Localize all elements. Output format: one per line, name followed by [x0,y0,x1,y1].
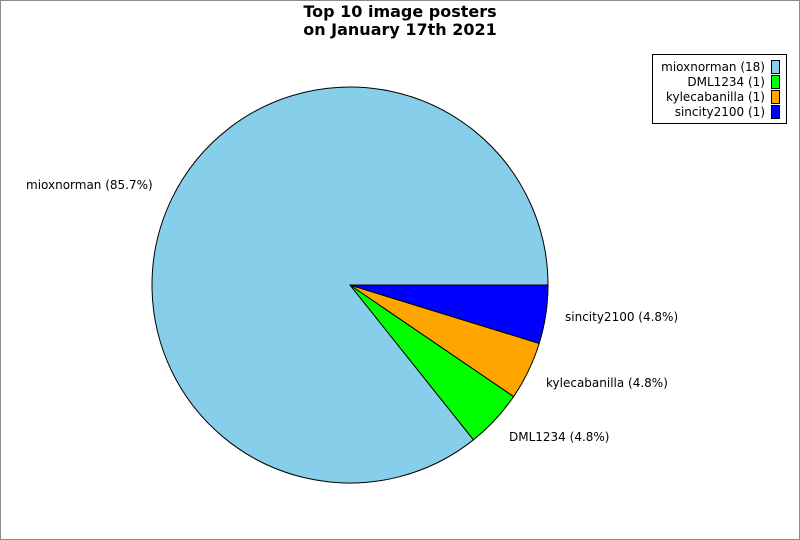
legend-item-sincity2100: sincity2100 (1) [675,105,780,119]
slice-label-sincity2100: sincity2100 (4.8%) [565,310,678,324]
legend-swatch [771,75,780,89]
legend: mioxnorman (18) DML1234 (1) kylecabanilla … [652,54,787,124]
legend-swatch [771,105,780,119]
pie-slice-sincity2100 [349,284,549,344]
legend-item-kylecabanilla: kylecabanilla (1) [666,90,780,104]
legend-item-mioxnorman: mioxnorman (18) [661,60,780,74]
legend-item-dml1234: DML1234 (1) [687,75,780,89]
slice-label-mioxnorman: mioxnorman (85.7%) [26,178,153,192]
legend-label: sincity2100 (1) [674,105,765,119]
slice-label-kylecabanilla: kylecabanilla (4.8%) [546,376,668,390]
chart-title: Top 10 image posters on January 17th 202… [0,3,800,39]
slice-label-dml1234: DML1234 (4.8%) [509,430,609,444]
legend-swatch [771,60,780,74]
legend-label: kylecabanilla (1) [665,90,765,104]
legend-swatch [771,90,780,104]
chart-title-line-1: Top 10 image posters [303,2,497,21]
chart-title-line-2: on January 17th 2021 [303,20,497,39]
legend-label: DML1234 (1) [687,75,765,89]
legend-label: mioxnorman (18) [661,60,765,74]
